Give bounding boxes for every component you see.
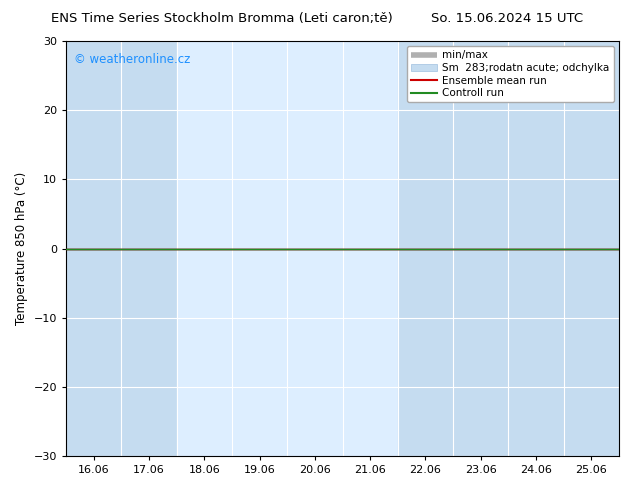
Bar [342, 41, 398, 456]
Bar [398, 41, 453, 456]
Bar [232, 41, 287, 456]
Text: ENS Time Series Stockholm Bromma (Leti caron;tě): ENS Time Series Stockholm Bromma (Leti c… [51, 12, 392, 25]
Text: © weatheronline.cz: © weatheronline.cz [74, 53, 191, 67]
Bar [66, 41, 121, 456]
Text: So. 15.06.2024 15 UTC: So. 15.06.2024 15 UTC [431, 12, 583, 25]
Bar [508, 41, 564, 456]
Bar [177, 41, 232, 456]
Legend: min/max, Sm  283;rodatn acute; odchylka, Ensemble mean run, Controll run: min/max, Sm 283;rodatn acute; odchylka, … [407, 46, 614, 102]
Y-axis label: Temperature 850 hPa (°C): Temperature 850 hPa (°C) [15, 172, 28, 325]
Bar [564, 41, 619, 456]
Bar [453, 41, 508, 456]
Bar [121, 41, 177, 456]
Bar [287, 41, 342, 456]
